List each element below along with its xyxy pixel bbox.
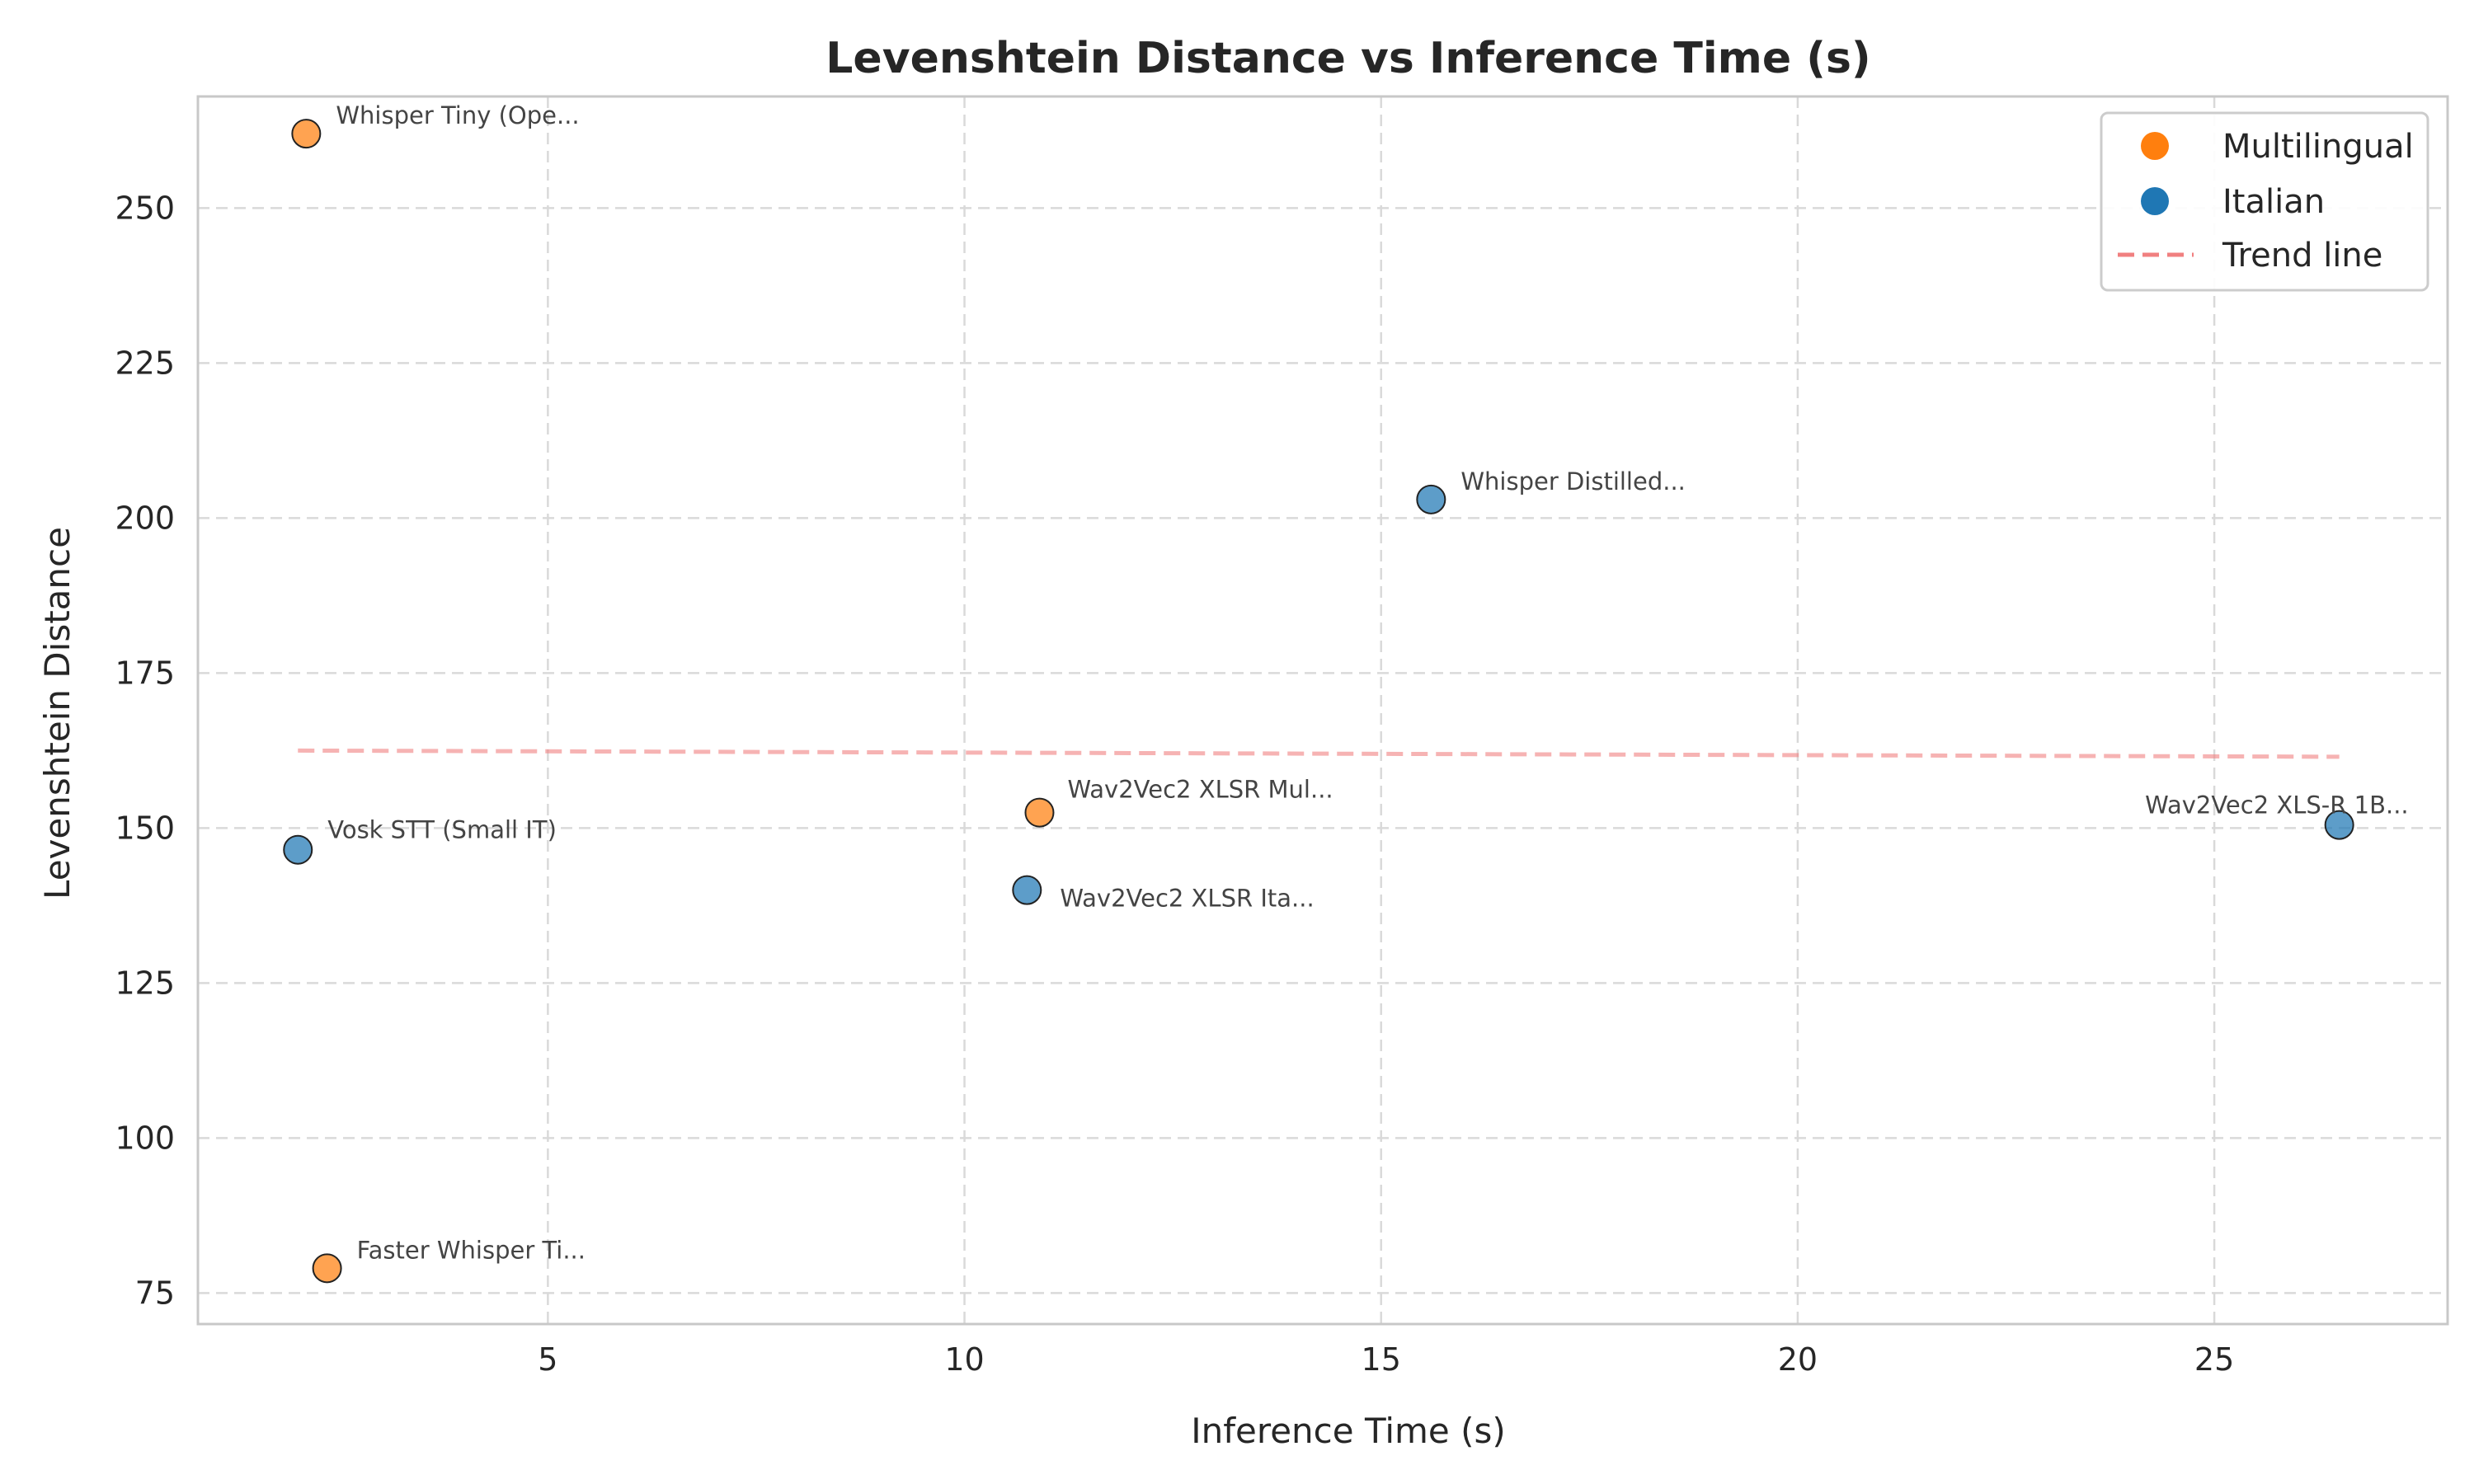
data-point [2324,810,2354,840]
chart-title: Levenshtein Distance vs Inference Time (… [825,34,1870,83]
x-tick-labels: 5 10 15 20 25 [538,1341,2234,1378]
y-tick-label: 250 [115,190,175,226]
y-tick-label: 100 [115,1120,175,1156]
y-tick-labels: 75 100 125 150 175 200 225 250 [115,190,175,1311]
legend-marker-multilingual [2141,132,2169,160]
legend-label-italian: Italian [2222,183,2325,221]
point-label: Whisper Distilled... [1460,467,1686,495]
point-label: Faster Whisper Ti... [357,1236,586,1264]
x-tick-label: 10 [944,1341,984,1378]
points-layer [283,119,2354,1284]
x-axis-title: Inference Time (s) [1191,1411,1506,1451]
x-tick-label: 5 [538,1341,557,1378]
x-tick-label: 20 [1778,1341,1818,1378]
trend-line-layer [298,748,2340,759]
point-label: Wav2Vec2 XLSR Ita... [1060,885,1314,913]
y-tick-label: 200 [115,500,175,536]
y-tick-label: 175 [115,655,175,691]
y-tick-label: 225 [115,345,175,381]
legend-label-trend-line: Trend line [2222,237,2382,275]
point-label: Whisper Tiny (Ope... [336,101,579,129]
point-labels-layer: Whisper Tiny (Ope... Whisper Distilled...… [327,101,2408,1264]
x-tick-label: 25 [2194,1341,2234,1378]
data-point [291,119,322,149]
grid [198,96,2448,1324]
legend-label-multilingual: Multilingual [2222,128,2414,166]
y-tick-label: 75 [135,1275,175,1311]
point-label: Wav2Vec2 XLSR Mul... [1067,776,1333,804]
data-point [1012,875,1042,905]
legend-box [2100,111,2429,292]
y-tick-label: 125 [115,965,175,1001]
y-tick-label: 150 [115,810,175,846]
trend-line [298,748,2340,759]
legend-marker-italian [2141,187,2169,215]
point-label: Vosk STT (Small IT) [327,816,557,844]
data-point [1024,797,1055,828]
data-point [283,834,313,865]
data-point [1416,484,1446,514]
y-axis-title: Levenshtein Distance [37,527,78,899]
data-point [312,1253,342,1284]
legend: Multilingual Italian Trend line [2100,111,2429,292]
x-tick-label: 15 [1362,1341,1401,1378]
point-label: Wav2Vec2 XLS-R 1B... [2145,791,2409,819]
plot-frame [196,95,2449,1326]
